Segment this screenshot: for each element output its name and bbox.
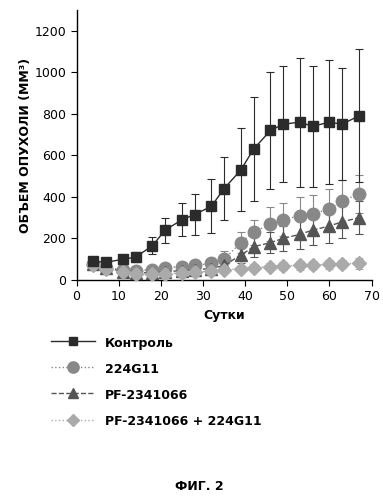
Y-axis label: ОБЪЕМ ОПУХОЛИ (ММ³): ОБЪЕМ ОПУХОЛИ (ММ³) bbox=[18, 58, 31, 233]
Text: ФИГ. 2: ФИГ. 2 bbox=[175, 480, 223, 492]
Legend: Контроль, 224G11, PF-2341066, PF-2341066 + 224G11: Контроль, 224G11, PF-2341066, PF-2341066… bbox=[47, 332, 265, 432]
X-axis label: Сутки: Сутки bbox=[203, 309, 245, 322]
